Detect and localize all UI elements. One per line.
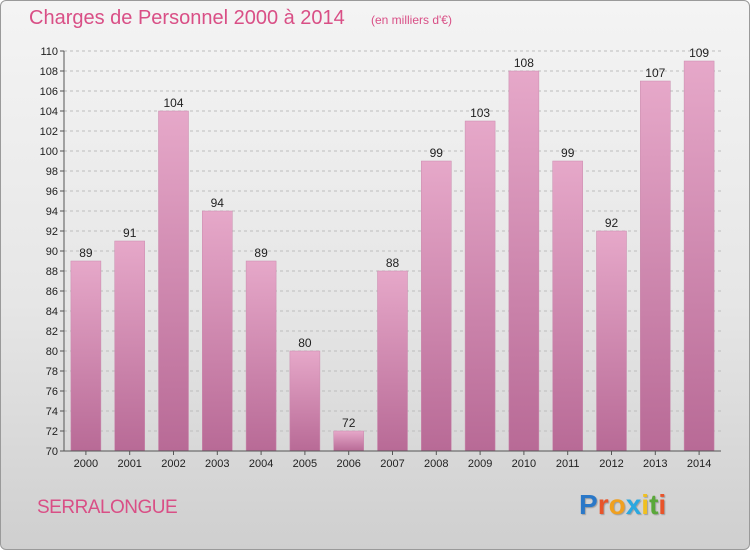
bar-2011: [552, 160, 583, 452]
y-tick-label: 98: [46, 166, 58, 178]
data-label-2013: 107: [645, 66, 665, 80]
y-tick-label: 104: [40, 106, 58, 118]
bar-2004: [245, 260, 277, 452]
bar-2014: [683, 60, 715, 452]
x-tick-label: 2007: [380, 458, 404, 470]
y-tick-label: 72: [46, 426, 58, 438]
x-tick-label: 2006: [336, 458, 360, 470]
bar-2003: [202, 210, 233, 452]
y-tick-label: 102: [40, 126, 58, 138]
x-tick-label: 2010: [512, 458, 536, 470]
y-tick-label: 92: [46, 226, 58, 238]
y-tick-label: 82: [46, 326, 58, 338]
x-tick-label: 2008: [424, 458, 448, 470]
data-label-2011: 99: [561, 146, 575, 160]
logo-letter: x: [625, 489, 642, 520]
bar-2006: [333, 430, 364, 452]
y-tick-label: 86: [46, 286, 58, 298]
bar-2007: [377, 270, 408, 452]
bar-2009: [464, 120, 496, 452]
logo-letter: i: [658, 489, 667, 520]
bar-2012: [596, 230, 627, 452]
bar-2008: [421, 160, 452, 452]
data-label-2002: 104: [163, 96, 183, 110]
y-tick-label: 76: [46, 386, 58, 398]
y-tick-label: 90: [46, 246, 58, 258]
x-tick-label: 2001: [117, 458, 141, 470]
logo-letter: i: [641, 489, 650, 520]
data-label-2003: 94: [211, 196, 225, 210]
x-tick-label: 2009: [468, 458, 492, 470]
bar-2001: [114, 240, 145, 452]
y-tick-label: 94: [46, 206, 58, 218]
x-tick-label: 2012: [599, 458, 623, 470]
y-tick-label: 80: [46, 346, 58, 358]
y-tick-label: 88: [46, 266, 58, 278]
y-tick-label: 110: [40, 46, 58, 58]
x-tick-label: 2013: [643, 458, 667, 470]
bar-2013: [640, 80, 671, 452]
y-tick-label: 70: [46, 446, 58, 458]
y-tick-label: 106: [40, 86, 58, 98]
y-tick-label: 78: [46, 366, 58, 378]
y-tick-label: 108: [40, 66, 58, 78]
bar-2005: [289, 350, 321, 452]
bar-2000: [70, 260, 102, 452]
commune-name: SERRALONGUE: [37, 497, 178, 518]
x-tick-label: 2005: [293, 458, 317, 470]
x-tick-label: 2011: [556, 458, 580, 470]
y-tick-label: 96: [46, 186, 58, 198]
y-tick-label: 74: [46, 406, 58, 418]
axes: 70 72 74 76 78 80 82 84 86 88 90 92 94 96 98 100 102 104 1…: [40, 46, 721, 470]
x-tick-label: 2004: [249, 458, 273, 470]
data-label-2014: 109: [689, 46, 709, 60]
data-label-2010: 108: [514, 56, 534, 70]
x-tick-label: 2000: [74, 458, 98, 470]
chart-title: Charges de Personnel 2000 à 2014: [29, 7, 345, 29]
x-tick-label: 2002: [161, 458, 185, 470]
chart-subtitle: (en milliers d'€): [371, 13, 452, 27]
logo-letter: r: [597, 489, 609, 520]
logo-letter: o: [608, 489, 626, 520]
data-label-2005: 80: [298, 336, 312, 350]
proxiti-logo[interactable]: Proxiti: [579, 489, 666, 521]
data-label-2001: 91: [123, 226, 137, 240]
data-label-2008: 99: [430, 146, 444, 160]
data-label-2000: 89: [79, 246, 93, 260]
data-label-2004: 89: [254, 246, 268, 260]
x-tick-label: 2014: [687, 458, 711, 470]
logo-letter: P: [579, 489, 598, 520]
data-label-2012: 92: [605, 216, 619, 230]
data-label-2006: 72: [342, 416, 356, 430]
y-tick-label: 100: [40, 146, 58, 158]
bar-2010: [508, 70, 540, 452]
bars: 89 91 104 94 89 80 72 88 99 103 108 99 92 107 109: [70, 46, 715, 452]
bar-chart: 89 91 104 94 89 80 72 88 99 103 108 99 92 107 109 70 72…: [40, 46, 721, 470]
logo-letter: t: [649, 489, 659, 520]
bar-2002: [158, 110, 189, 452]
x-tick-label: 2003: [205, 458, 229, 470]
data-label-2007: 88: [386, 256, 400, 270]
y-tick-label: 84: [46, 306, 58, 318]
data-label-2009: 103: [470, 106, 490, 120]
